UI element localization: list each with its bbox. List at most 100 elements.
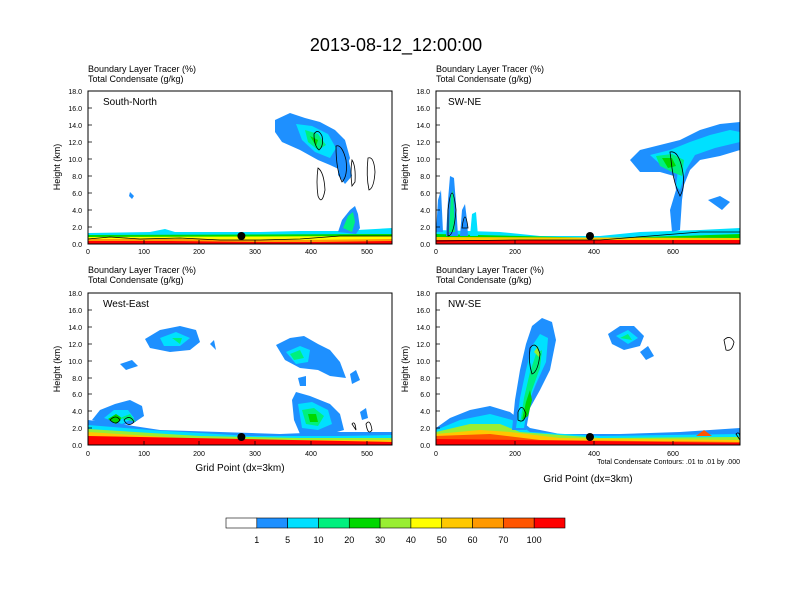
y-tick-label: 18.0 <box>416 89 430 96</box>
field-nw-se <box>436 318 740 445</box>
y-axis-title: Height (km) <box>52 144 62 191</box>
x-tick-label: 200 <box>509 249 521 256</box>
panel-subtitle-line-2: Total Condensate (g/kg) <box>436 74 532 84</box>
panel-subtitle-line-1: Boundary Layer Tracer (%) <box>436 64 544 74</box>
y-tick-label: 12.0 <box>68 342 82 349</box>
colorbar-swatch <box>256 517 288 529</box>
panel-label: SW-NE <box>448 97 481 108</box>
x-tick-label: 200 <box>509 451 521 458</box>
colorbar-label: 50 <box>437 535 447 545</box>
x-tick-label: 100 <box>138 451 150 458</box>
location-marker <box>585 433 594 441</box>
colorbar-label: 10 <box>313 535 323 545</box>
y-tick-label: 6.0 <box>72 191 82 198</box>
y-tick-label: 8.0 <box>72 174 82 181</box>
location-marker <box>585 232 594 240</box>
colorbar-label: 60 <box>468 535 478 545</box>
y-tick-label: 2.0 <box>72 426 82 433</box>
x-tick-label: 300 <box>249 249 261 256</box>
x-tick-label: 0 <box>434 249 438 256</box>
colorbar-label: 20 <box>344 535 354 545</box>
y-axis-sw-ne: 0.0 2.0 4.0 6.0 8.0 10.0 12.0 14.0 16.0 … <box>416 89 440 249</box>
y-tick-label: 16.0 <box>416 106 430 113</box>
y-tick-label: 0.0 <box>420 242 430 249</box>
colorbar-swatch <box>503 517 535 529</box>
location-marker <box>237 433 246 441</box>
y-tick-label: 8.0 <box>420 376 430 383</box>
colorbar-swatch <box>287 517 319 529</box>
panel-subtitle-line-2: Total Condensate (g/kg) <box>436 275 532 285</box>
y-tick-label: 8.0 <box>72 376 82 383</box>
y-tick-label: 2.0 <box>420 225 430 232</box>
panel-subtitle-line-1: Boundary Layer Tracer (%) <box>88 64 196 74</box>
y-tick-label: 10.0 <box>416 359 430 366</box>
x-axis-title: Grid Point (dx=3km) <box>195 463 284 474</box>
x-tick-label: 300 <box>249 451 261 458</box>
x-tick-label: 200 <box>193 451 205 458</box>
x-axis-nw-se: 0 200 400 600 <box>434 441 679 458</box>
colorbar-swatch <box>472 517 504 529</box>
x-tick-label: 100 <box>138 249 150 256</box>
colorbar-swatch <box>379 517 412 529</box>
field-west-east <box>88 326 392 445</box>
y-tick-label: 16.0 <box>68 308 82 315</box>
y-axis-title: Height (km) <box>52 346 62 393</box>
panel-label: West-East <box>103 299 149 310</box>
y-tick-label: 16.0 <box>416 308 430 315</box>
x-axis-title: Grid Point (dx=3km) <box>543 474 632 485</box>
y-axis-south-north: 0.0 2.0 4.0 6.0 8.0 10.0 12.0 14.0 16.0 … <box>68 89 92 249</box>
colorbar-swatch <box>225 517 258 529</box>
panel-west-east: Boundary Layer Tracer (%) Total Condensa… <box>52 265 393 474</box>
y-tick-label: 4.0 <box>72 409 82 416</box>
y-axis-title: Height (km) <box>400 346 410 393</box>
colorbar-label: 5 <box>285 535 290 545</box>
field-south-north <box>88 113 392 244</box>
x-tick-label: 200 <box>193 249 205 256</box>
y-tick-label: 18.0 <box>68 89 82 96</box>
y-tick-label: 2.0 <box>420 426 430 433</box>
panel-subtitle-line-1: Boundary Layer Tracer (%) <box>88 265 196 275</box>
y-axis-west-east: 0.0 2.0 4.0 6.0 8.0 10.0 12.0 14.0 16.0 … <box>68 291 92 450</box>
x-tick-label: 0 <box>86 249 90 256</box>
y-tick-label: 14.0 <box>416 123 430 130</box>
y-tick-label: 0.0 <box>420 443 430 450</box>
contour-annotation: Total Condensate Contours: .01 to .01 by… <box>597 459 740 466</box>
y-axis-title: Height (km) <box>400 144 410 191</box>
x-tick-label: 600 <box>667 451 679 458</box>
y-tick-label: 12.0 <box>416 140 430 147</box>
panel-nw-se: Boundary Layer Tracer (%) Total Condensa… <box>400 265 741 485</box>
field-sw-ne <box>436 122 740 244</box>
x-tick-label: 400 <box>588 249 600 256</box>
location-marker <box>237 232 246 240</box>
x-tick-label: 500 <box>361 451 373 458</box>
colorbar-swatch <box>441 517 473 529</box>
colorbar-label: 40 <box>406 535 416 545</box>
x-axis-south-north: 0 100 200 300 400 500 <box>86 240 373 256</box>
y-tick-label: 6.0 <box>420 191 430 198</box>
colorbar-swatch <box>318 517 350 529</box>
colorbar-label: 70 <box>498 535 508 545</box>
y-tick-label: 0.0 <box>72 443 82 450</box>
x-tick-label: 500 <box>361 249 373 256</box>
colorbar-label: 1 <box>254 535 259 545</box>
panel-label: NW-SE <box>448 299 481 310</box>
y-tick-label: 16.0 <box>68 106 82 113</box>
x-tick-label: 400 <box>588 451 600 458</box>
panel-south-north: Boundary Layer Tracer (%) Total Condensa… <box>52 64 393 256</box>
y-tick-label: 10.0 <box>416 157 430 164</box>
colorbar: 1 5 10 20 30 40 50 60 70 100 <box>225 517 566 545</box>
x-tick-label: 0 <box>434 451 438 458</box>
y-tick-label: 14.0 <box>68 325 82 332</box>
y-tick-label: 10.0 <box>68 359 82 366</box>
panel-subtitle-line-2: Total Condensate (g/kg) <box>88 74 184 84</box>
panel-label: South-North <box>103 97 157 108</box>
colorbar-label: 100 <box>527 535 542 545</box>
y-tick-label: 18.0 <box>68 291 82 298</box>
panel-subtitle-line-2: Total Condensate (g/kg) <box>88 275 184 285</box>
colorbar-swatch <box>410 517 443 529</box>
y-tick-label: 14.0 <box>68 123 82 130</box>
panel-sw-ne: Boundary Layer Tracer (%) Total Condensa… <box>400 64 741 256</box>
y-tick-label: 10.0 <box>68 157 82 164</box>
y-tick-label: 18.0 <box>416 291 430 298</box>
